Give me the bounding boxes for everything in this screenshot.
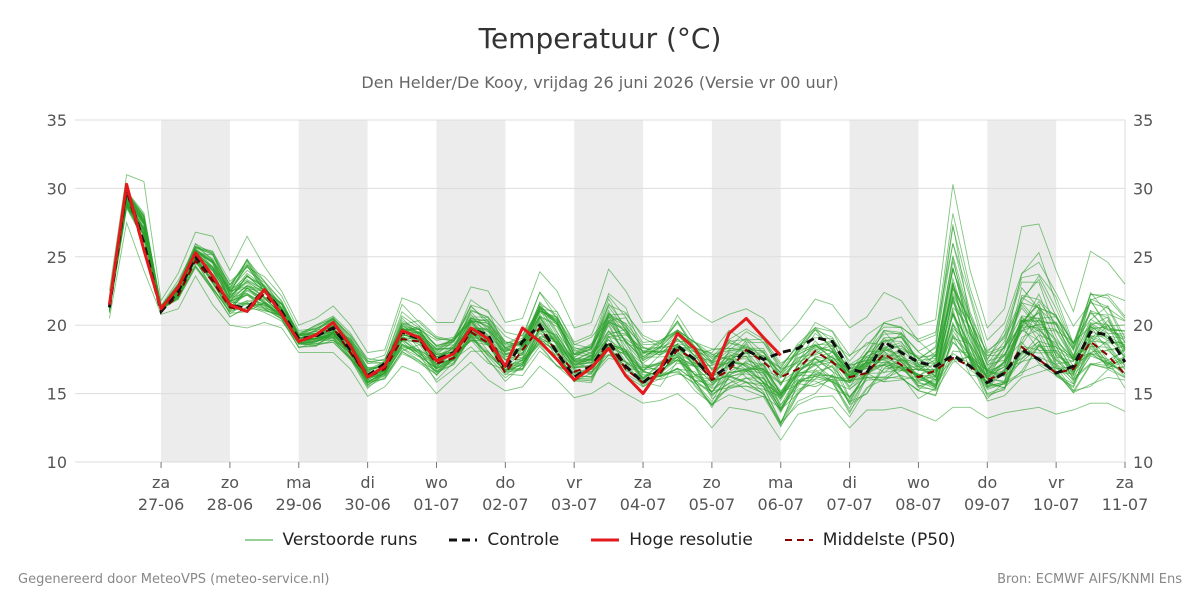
legend-swatch-ensemble	[244, 539, 273, 541]
x-tick-date-2: 29-06	[276, 495, 323, 514]
y-tick-right-20: 20	[1133, 316, 1153, 335]
series-hoge-resolutie	[107, 182, 782, 396]
legend-label-controle: Controle	[487, 530, 560, 550]
x-tick-day-7: za	[634, 473, 652, 492]
x-tick-day-10: di	[842, 473, 857, 492]
y-tick-right-35: 35	[1133, 111, 1153, 130]
legend-swatch-p50	[784, 539, 813, 541]
x-tick-day-6: vr	[566, 473, 582, 492]
x-tick-date-3: 30-06	[344, 495, 391, 514]
legend-label-hoge-resolutie: Hoge resolutie	[629, 530, 753, 550]
x-tick-day-12: do	[977, 473, 997, 492]
ensemble-run-41	[108, 195, 1126, 387]
x-tick-date-5: 02-07	[482, 495, 529, 514]
weekend-band-6	[987, 120, 1057, 462]
y-tick-right-30: 30	[1133, 179, 1153, 198]
x-tick-date-8: 05-07	[689, 495, 736, 514]
ensemble-run-49	[108, 201, 1126, 411]
y-tick-right-15: 15	[1133, 385, 1153, 404]
x-tick-date-6: 03-07	[551, 495, 598, 514]
weekend-band-1	[298, 120, 368, 462]
legend-item-controle: Controle	[449, 530, 559, 550]
ensemble-run-16	[108, 192, 1126, 369]
x-tick-date-9: 06-07	[757, 495, 804, 514]
chart-subtitle: Den Helder/De Kooy, vrijdag 26 juni 2026…	[361, 73, 839, 92]
x-tick-date-10: 07-07	[826, 495, 873, 514]
x-tick-date-0: 27-06	[138, 495, 185, 514]
legend-item-p50: Middelste (P50)	[784, 530, 956, 550]
weekend-band-3	[574, 120, 644, 462]
legend-swatch-hoge-resolutie	[591, 538, 620, 542]
legend-item-hoge-resolutie: Hoge resolutie	[591, 530, 753, 550]
weekend-band-2	[436, 120, 506, 462]
ensemble-run-44	[108, 200, 1126, 392]
y-tick-left-25: 25	[47, 248, 67, 267]
ensemble-run-36	[108, 190, 1126, 371]
legend-label-ensemble: Verstoorde runs	[282, 530, 418, 550]
x-tick-date-12: 09-07	[964, 495, 1011, 514]
x-tick-day-11: wo	[907, 473, 930, 492]
x-tick-date-14: 11-07	[1102, 495, 1149, 514]
legend-item-ensemble: Verstoorde runs	[244, 530, 418, 550]
legend-swatch-controle	[449, 538, 478, 542]
series-controle	[107, 187, 1127, 385]
ensemble-run-min	[108, 220, 1126, 441]
y-tick-left-35: 35	[47, 111, 67, 130]
ensemble-run-40	[108, 191, 1126, 387]
x-tick-day-2: ma	[286, 473, 311, 492]
ensemble-run-43	[108, 195, 1126, 383]
x-tick-day-1: zo	[221, 473, 239, 492]
y-tick-right-25: 25	[1133, 248, 1153, 267]
ensemble-run-47	[108, 201, 1126, 399]
chart-title: Temperatuur (°C)	[478, 22, 722, 55]
y-tick-left-15: 15	[47, 385, 67, 404]
weekend-band-5	[849, 120, 919, 462]
x-tick-date-11: 08-07	[895, 495, 942, 514]
y-tick-right-10: 10	[1133, 453, 1153, 472]
x-tick-day-8: zo	[703, 473, 721, 492]
weekend-band-4	[711, 120, 781, 462]
x-tick-date-7: 04-07	[620, 495, 667, 514]
ensemble-run-max	[108, 174, 1126, 354]
y-tick-left-30: 30	[47, 179, 67, 198]
x-tick-day-13: vr	[1048, 473, 1064, 492]
footer-source: Bron: ECMWF AIFS/KNMI Ens	[997, 572, 1182, 587]
legend-label-p50: Middelste (P50)	[822, 530, 956, 550]
x-tick-date-1: 28-06	[207, 495, 254, 514]
x-tick-day-5: do	[495, 473, 515, 492]
x-tick-day-4: wo	[425, 473, 448, 492]
x-tick-date-13: 10-07	[1033, 495, 1080, 514]
x-tick-day-9: ma	[768, 473, 793, 492]
x-tick-day-3: di	[360, 473, 375, 492]
y-tick-left-20: 20	[47, 316, 67, 335]
y-tick-left-10: 10	[47, 453, 67, 472]
x-tick-date-4: 01-07	[413, 495, 460, 514]
x-tick-day-14: za	[1116, 473, 1134, 492]
footer-generated-by: Gegenereerd door MeteoVPS (meteo-service…	[18, 572, 330, 587]
x-tick-day-0: za	[152, 473, 170, 492]
chart-legend: Verstoorde runs Controle Hoge resolutie …	[0, 530, 1200, 550]
